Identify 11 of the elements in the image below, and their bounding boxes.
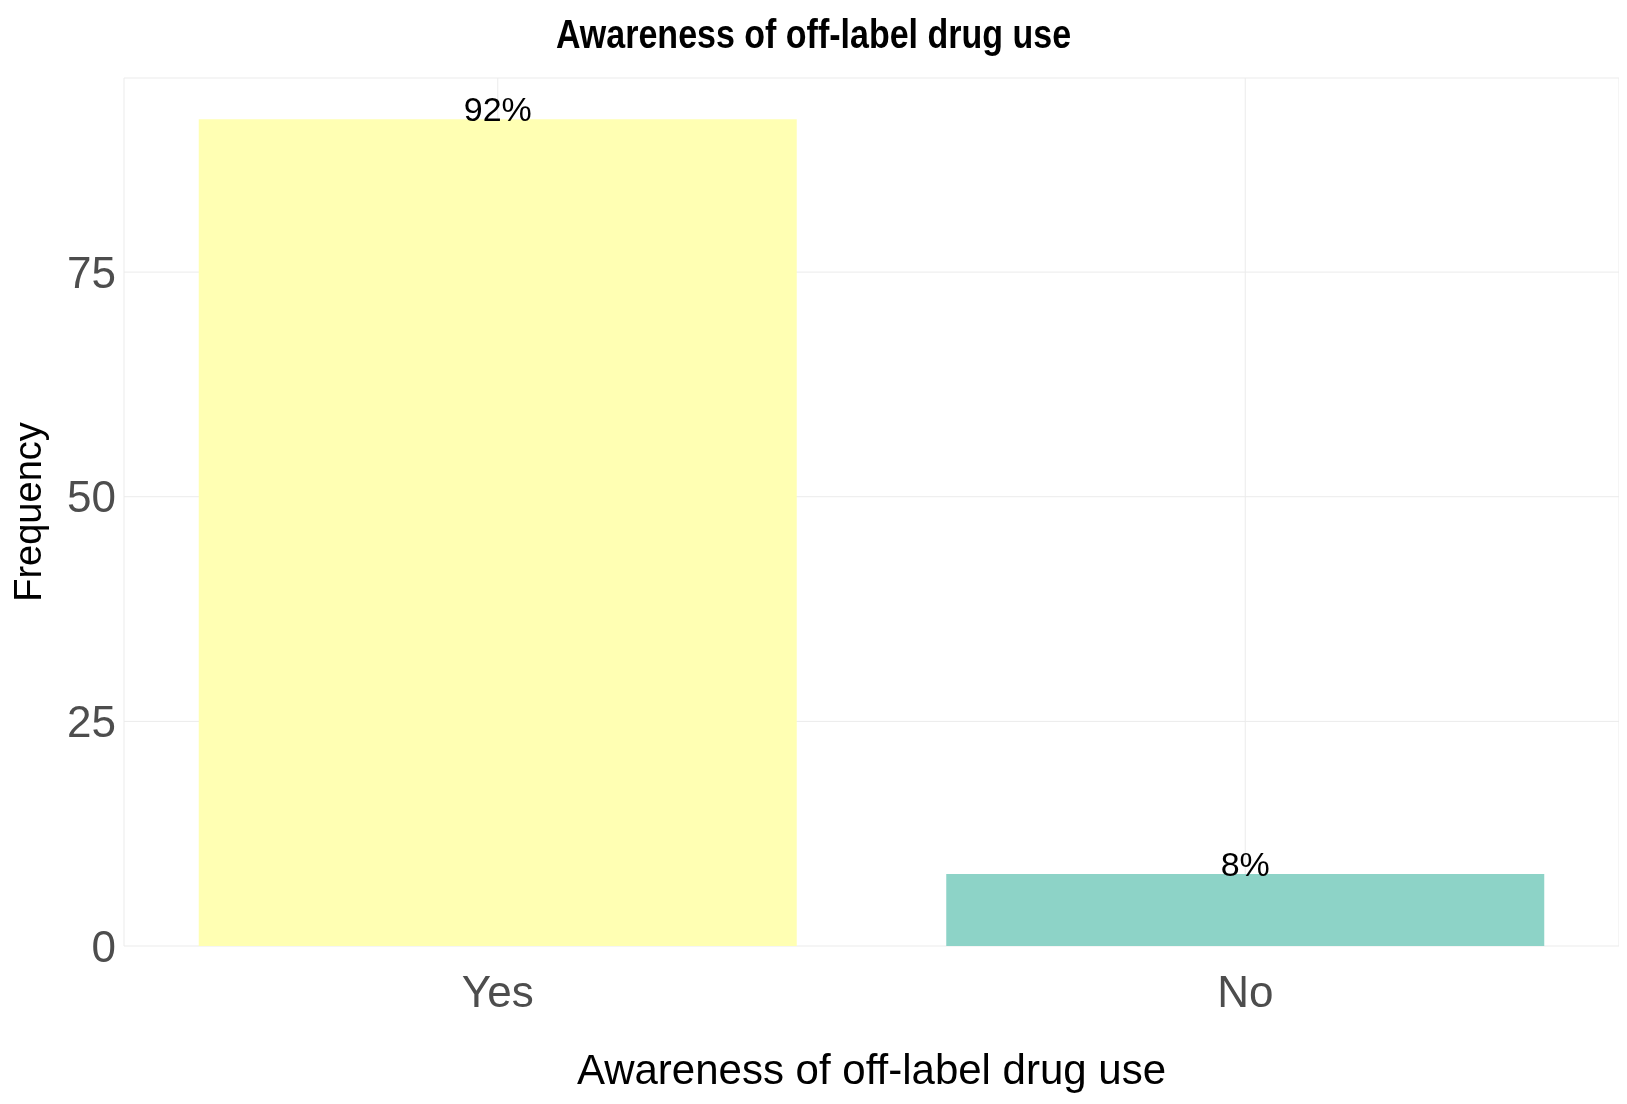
x-tick-label: Yes [461, 967, 534, 1017]
x-axis-title: Awareness of off-label drug use [576, 1046, 1167, 1093]
y-tick-label: 50 [67, 472, 116, 522]
data-label: 92% [463, 90, 532, 129]
y-tick-label: 75 [67, 247, 116, 297]
data-label: 8% [1220, 845, 1270, 884]
y-tick-label: 25 [67, 696, 116, 746]
x-tick-label: No [1217, 967, 1274, 1017]
chart-title: Awareness of off-label drug use [554, 12, 1073, 57]
y-axis-title: Frequency [7, 422, 50, 602]
y-tick-label: 0 [91, 921, 116, 971]
